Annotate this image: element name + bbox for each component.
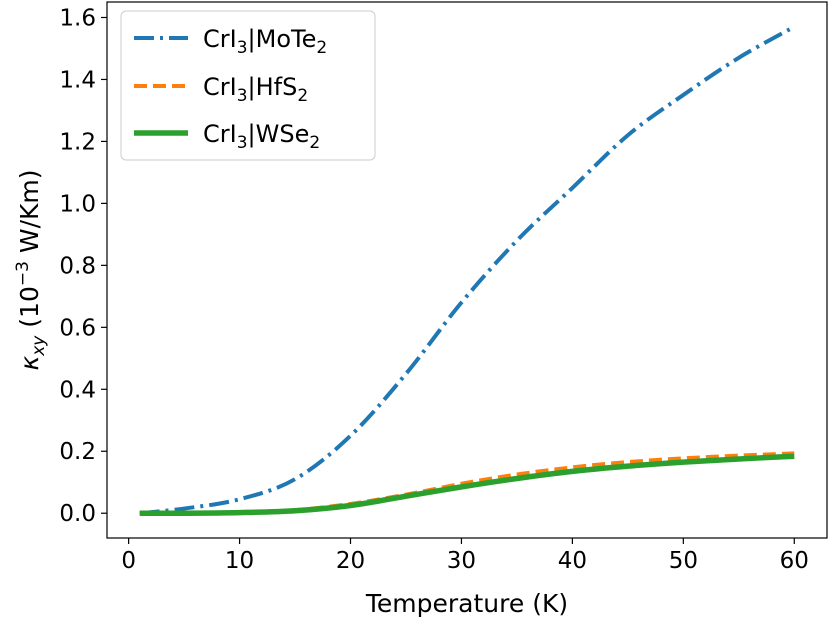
y-tick-label: 0.0 xyxy=(59,501,96,527)
y-tick-label: 0.8 xyxy=(59,253,96,279)
legend-label-mote2: CrI3|MoTe2 xyxy=(203,25,327,58)
legend-label-wse2: CrI3|WSe2 xyxy=(203,120,320,153)
series-line-2 xyxy=(139,453,795,517)
y-tick-label: 0.4 xyxy=(59,377,96,403)
y-tick-label: 1.4 xyxy=(59,67,96,93)
x-tick-label: 0 xyxy=(121,548,136,574)
x-tick-label: 50 xyxy=(669,548,698,574)
y-axis-unit: (10 xyxy=(15,286,44,336)
legend: CrI3|MoTe2 CrI3|HfS2 CrI3|WSe2 xyxy=(120,10,376,161)
y-tick-label: 1.6 xyxy=(59,5,96,31)
y-tick-label: 1.0 xyxy=(59,191,96,217)
x-axis: 0 10 20 30 40 50 60 xyxy=(121,538,809,574)
x-tick-label: 40 xyxy=(558,548,587,574)
x-tick-label: 60 xyxy=(780,548,809,574)
x-axis-label: Temperature (K) xyxy=(365,589,568,618)
series-line-0 xyxy=(139,25,796,516)
y-axis: 0.0 0.2 0.4 0.6 0.8 1.0 1.2 1.4 1.6 xyxy=(59,5,107,527)
series-layer xyxy=(139,25,796,517)
y-tick-label: 1.2 xyxy=(59,129,96,155)
x-tick-label: 30 xyxy=(447,548,476,574)
y-tick-label: 0.2 xyxy=(59,439,96,465)
y-tick-label: 0.6 xyxy=(59,315,96,341)
x-tick-label: 20 xyxy=(336,548,365,574)
y-axis-symbol: κ xyxy=(15,356,44,371)
x-tick-label: 10 xyxy=(225,548,254,574)
y-axis-unit-rest: W/Km) xyxy=(15,169,44,261)
y-axis-label: κxy (10−3 W/Km) xyxy=(13,169,49,370)
y-axis-exponent: −3 xyxy=(13,261,33,286)
legend-box xyxy=(120,10,376,161)
y-axis-subscript: xy xyxy=(29,335,49,357)
plot-frame xyxy=(106,1,828,539)
legend-label-hfs2: CrI3|HfS2 xyxy=(203,73,308,106)
